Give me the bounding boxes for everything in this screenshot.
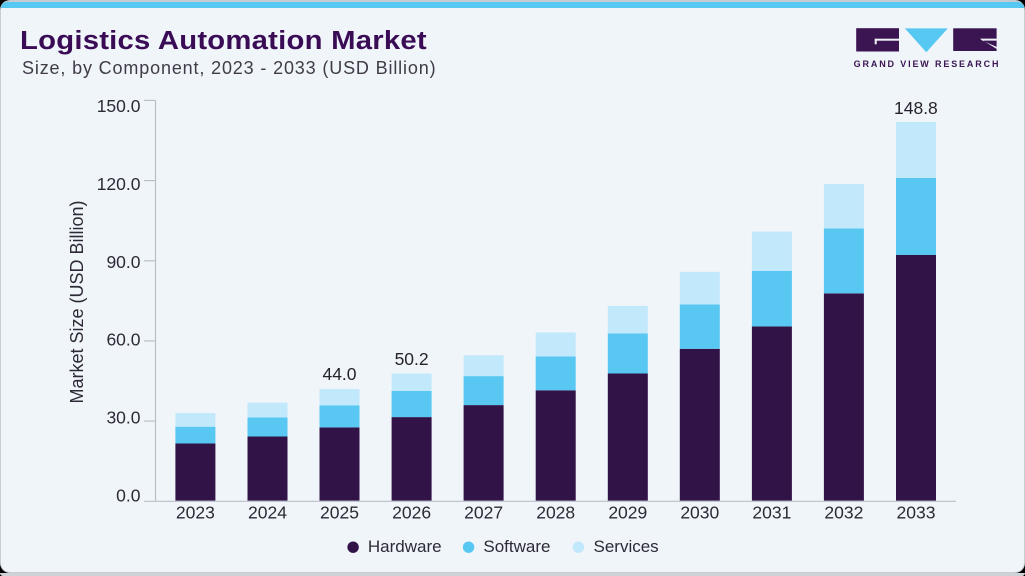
svg-text:Software: Software bbox=[483, 537, 550, 556]
svg-text:44.0: 44.0 bbox=[322, 364, 356, 384]
svg-text:2023: 2023 bbox=[176, 503, 215, 523]
svg-text:0.0: 0.0 bbox=[116, 485, 141, 505]
svg-text:2028: 2028 bbox=[536, 503, 575, 523]
svg-text:Services: Services bbox=[594, 537, 659, 556]
svg-text:90.0: 90.0 bbox=[106, 252, 140, 272]
svg-text:150.0: 150.0 bbox=[97, 96, 141, 116]
svg-text:2031: 2031 bbox=[752, 503, 791, 523]
svg-text:GRAND VIEW RESEARCH: GRAND VIEW RESEARCH bbox=[854, 59, 1001, 69]
svg-text:50.2: 50.2 bbox=[395, 349, 429, 369]
svg-text:2029: 2029 bbox=[608, 503, 647, 523]
svg-text:2024: 2024 bbox=[248, 503, 287, 523]
svg-text:60.0: 60.0 bbox=[106, 330, 140, 350]
svg-text:2025: 2025 bbox=[320, 503, 359, 523]
svg-text:120.0: 120.0 bbox=[97, 174, 141, 194]
svg-text:30.0: 30.0 bbox=[106, 408, 140, 428]
svg-text:2033: 2033 bbox=[897, 503, 936, 523]
svg-text:148.8: 148.8 bbox=[894, 98, 938, 118]
svg-text:Hardware: Hardware bbox=[368, 537, 442, 556]
svg-text:2032: 2032 bbox=[824, 503, 863, 523]
svg-text:2027: 2027 bbox=[464, 503, 503, 523]
svg-text:Market Size (USD Billion): Market Size (USD Billion) bbox=[67, 200, 87, 403]
svg-text:2026: 2026 bbox=[392, 503, 431, 523]
svg-text:2030: 2030 bbox=[680, 503, 719, 523]
